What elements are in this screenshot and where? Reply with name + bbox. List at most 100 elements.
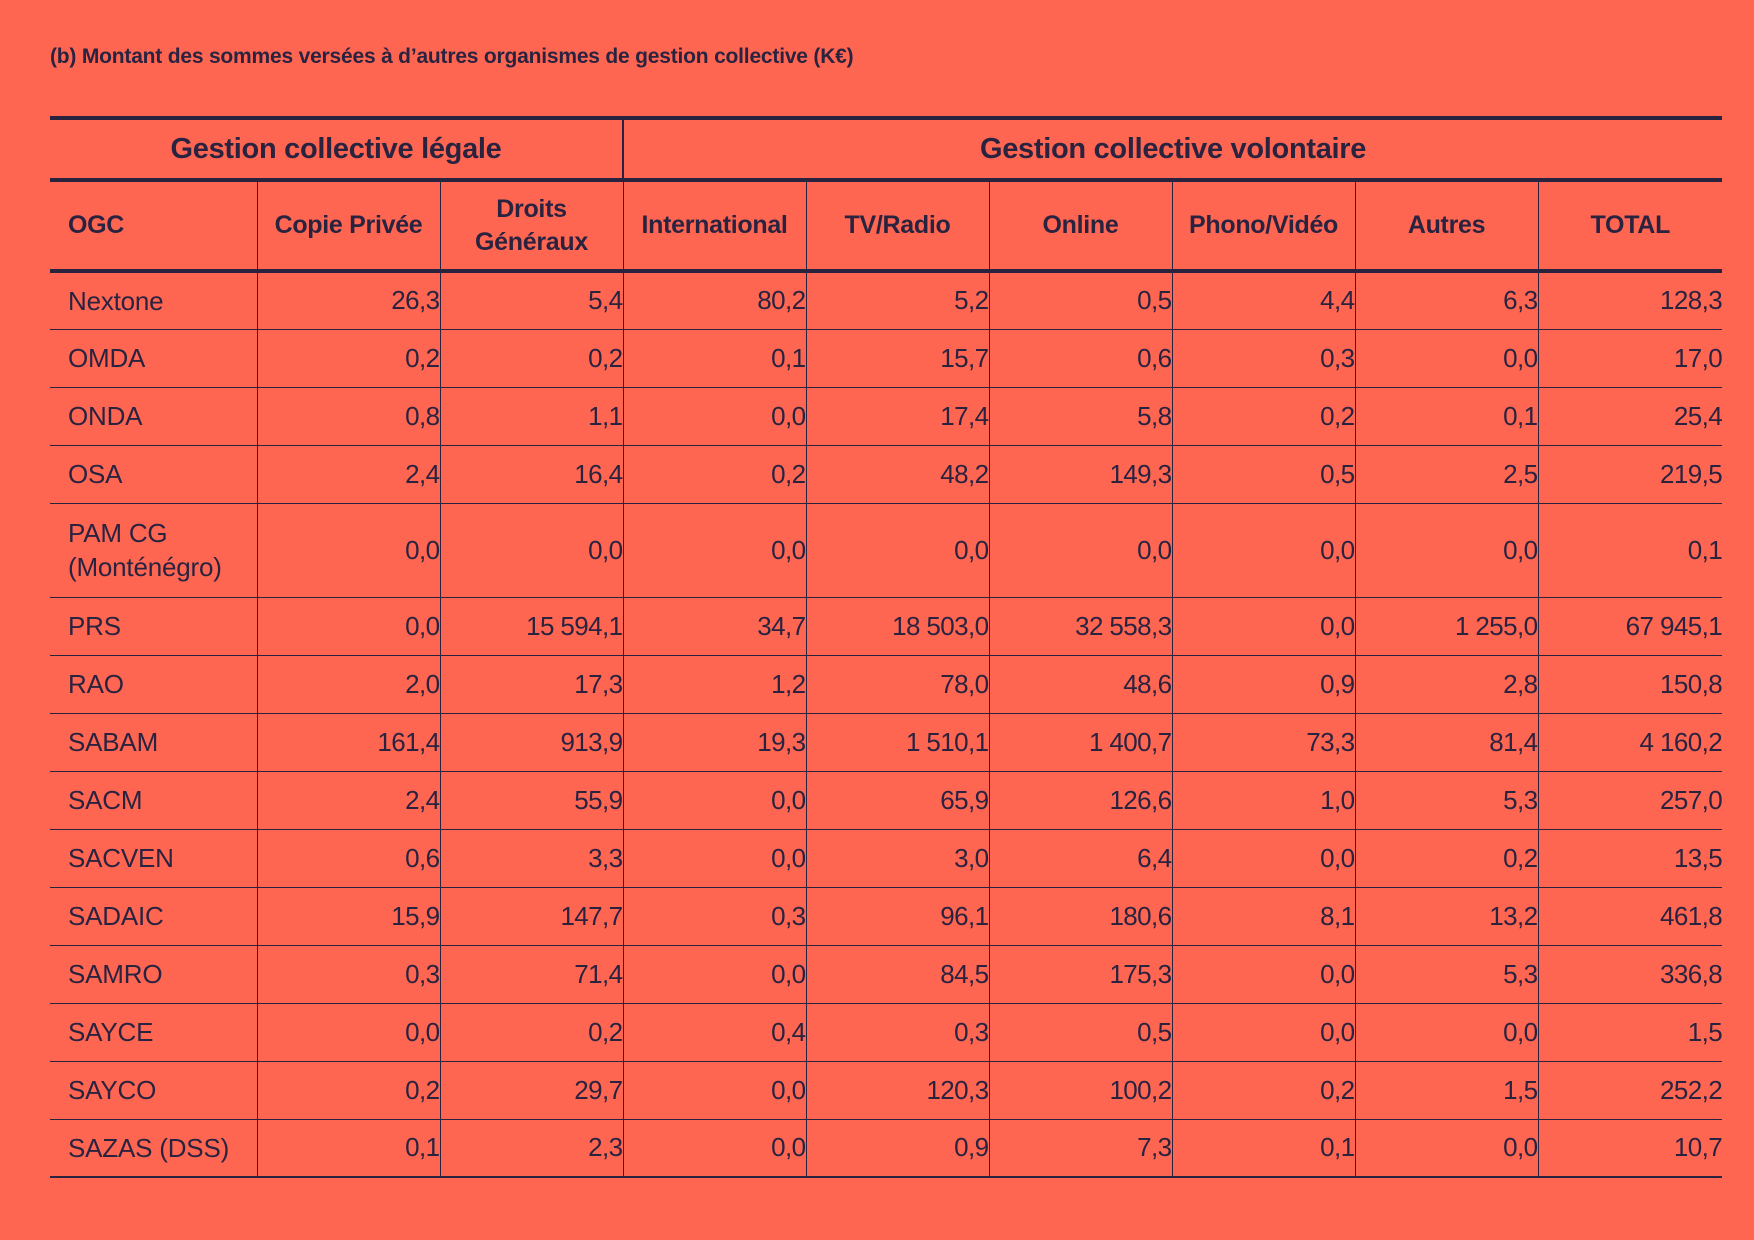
cell-online: 126,6: [989, 771, 1173, 830]
cell-phono-video: 0,2: [1172, 387, 1356, 446]
cell-international: 0,1: [623, 329, 807, 388]
cell-droits-generaux: 0,2: [440, 1003, 624, 1062]
group-header-volontaire: Gestion collective volontaire: [623, 116, 1723, 182]
cell-copie-privee: 0,0: [257, 1003, 441, 1062]
cell-ogc-name: SACM: [68, 785, 143, 815]
cell-total: 67 945,1: [1538, 597, 1723, 656]
table-row: SAZAS (DSS) 0,1 2,3 0,0 0,9 7,3 0,1 0,0 10,7: [50, 1119, 1723, 1178]
table-row: SACVEN 0,6 3,3 0,0 3,0 6,4 0,0 0,2 13,5: [50, 829, 1723, 888]
cell-international: 0,0: [623, 771, 807, 830]
cell-droits-generaux: 29,7: [440, 1061, 624, 1120]
cell-copie-privee: 2,0: [257, 655, 441, 714]
cell-ogc: Nextone: [50, 271, 258, 330]
cell-online: 7,3: [989, 1119, 1173, 1178]
cell-autres: 1 255,0: [1355, 597, 1539, 656]
cell-autres: 0,0: [1355, 1003, 1539, 1062]
cell-ogc: PAM CG (Monténégro): [50, 503, 258, 598]
cell-phono-video: 4,4: [1172, 271, 1356, 330]
cell-ogc-name: OSA: [68, 459, 123, 489]
cell-international: 19,3: [623, 713, 807, 772]
cell-phono-video: 0,0: [1172, 597, 1356, 656]
table-row: SAYCE 0,0 0,2 0,4 0,3 0,5 0,0 0,0 1,5: [50, 1003, 1723, 1062]
cell-total: 17,0: [1538, 329, 1723, 388]
col-header-international: International: [623, 180, 807, 273]
cell-tv-radio: 0,3: [806, 1003, 990, 1062]
table-body: Nextone 26,3 5,4 80,2 5,2 0,5 4,4 6,3 128,3 OMDA 0…: [50, 271, 1723, 1178]
cell-phono-video: 0,3: [1172, 329, 1356, 388]
table-caption: (b) Montant des sommes versées à d’autre…: [50, 45, 854, 68]
col-header-ogc: OGC: [50, 180, 258, 273]
cell-droits-generaux: 16,4: [440, 445, 624, 504]
table-row: SABAM 161,4 913,9 19,3 1 510,1 1 400,7 73,3 81,…: [50, 713, 1723, 772]
cell-copie-privee: 0,0: [257, 503, 441, 598]
cell-phono-video: 0,0: [1172, 1003, 1356, 1062]
cell-ogc: SAYCO: [50, 1061, 258, 1120]
cell-tv-radio: 78,0: [806, 655, 990, 714]
table-row: SACM 2,4 55,9 0,0 65,9 126,6 1,0 5,3 257,0: [50, 771, 1723, 830]
cell-copie-privee: 2,4: [257, 445, 441, 504]
cell-tv-radio: 0,0: [806, 503, 990, 598]
cell-international: 0,0: [623, 1061, 807, 1120]
col-header-total: TOTAL: [1538, 180, 1723, 273]
cell-tv-radio: 15,7: [806, 329, 990, 388]
cell-droits-generaux: 15 594,1: [440, 597, 624, 656]
cell-copie-privee: 0,3: [257, 945, 441, 1004]
cell-tv-radio: 48,2: [806, 445, 990, 504]
cell-autres: 6,3: [1355, 271, 1539, 330]
cell-tv-radio: 65,9: [806, 771, 990, 830]
cell-international: 0,0: [623, 1119, 807, 1178]
cell-online: 6,4: [989, 829, 1173, 888]
cell-total: 4 160,2: [1538, 713, 1723, 772]
cell-ogc: SACM: [50, 771, 258, 830]
col-header-autres: Autres: [1355, 180, 1539, 273]
cell-international: 0,4: [623, 1003, 807, 1062]
cell-international: 0,0: [623, 829, 807, 888]
cell-total: 336,8: [1538, 945, 1723, 1004]
cell-ogc: OSA: [50, 445, 258, 504]
cell-ogc-name: SABAM: [68, 727, 159, 757]
cell-autres: 1,5: [1355, 1061, 1539, 1120]
cell-ogc: SAZAS (DSS): [50, 1119, 258, 1178]
cell-online: 5,8: [989, 387, 1173, 446]
cell-phono-video: 1,0: [1172, 771, 1356, 830]
cell-ogc-name: SAYCE: [68, 1017, 154, 1047]
cell-total: 257,0: [1538, 771, 1723, 830]
cell-ogc: OMDA: [50, 329, 258, 388]
table-row: ONDA 0,8 1,1 0,0 17,4 5,8 0,2 0,1 25,4: [50, 387, 1723, 446]
sums-table: Gestion collective légale Gestion collec…: [50, 116, 1723, 1178]
cell-phono-video: 0,0: [1172, 829, 1356, 888]
cell-online: 149,3: [989, 445, 1173, 504]
cell-phono-video: 0,0: [1172, 503, 1356, 598]
cell-ogc: SADAIC: [50, 887, 258, 946]
col-header-online: Online: [989, 180, 1173, 273]
cell-phono-video: 0,1: [1172, 1119, 1356, 1178]
cell-ogc-name: RAO: [68, 669, 124, 699]
cell-tv-radio: 120,3: [806, 1061, 990, 1120]
cell-ogc-name: SAYCO: [68, 1075, 157, 1105]
column-header-row: OGC Copie Privée Droits Généraux Interna…: [50, 180, 1723, 273]
cell-droits-generaux: 17,3: [440, 655, 624, 714]
cell-copie-privee: 161,4: [257, 713, 441, 772]
cell-international: 0,0: [623, 503, 807, 598]
cell-online: 180,6: [989, 887, 1173, 946]
cell-autres: 0,0: [1355, 1119, 1539, 1178]
cell-phono-video: 0,5: [1172, 445, 1356, 504]
table-row: PAM CG (Monténégro) 0,0 0,0 0,0 0,0 0,0 0,0 0,0 0…: [50, 503, 1723, 598]
cell-ogc-name: PAM CG: [68, 518, 168, 548]
cell-phono-video: 8,1: [1172, 887, 1356, 946]
cell-online: 0,5: [989, 271, 1173, 330]
table-row: RAO 2,0 17,3 1,2 78,0 48,6 0,9 2,8 150,8: [50, 655, 1723, 714]
cell-online: 1 400,7: [989, 713, 1173, 772]
cell-ogc: RAO: [50, 655, 258, 714]
cell-ogc: SABAM: [50, 713, 258, 772]
cell-tv-radio: 0,9: [806, 1119, 990, 1178]
cell-copie-privee: 0,1: [257, 1119, 441, 1178]
cell-autres: 0,1: [1355, 387, 1539, 446]
cell-online: 0,0: [989, 503, 1173, 598]
cell-phono-video: 73,3: [1172, 713, 1356, 772]
cell-ogc-name: SAMRO: [68, 959, 163, 989]
cell-total: 219,5: [1538, 445, 1723, 504]
cell-copie-privee: 0,0: [257, 597, 441, 656]
cell-droits-generaux: 913,9: [440, 713, 624, 772]
cell-ogc-name: PRS: [68, 611, 121, 641]
